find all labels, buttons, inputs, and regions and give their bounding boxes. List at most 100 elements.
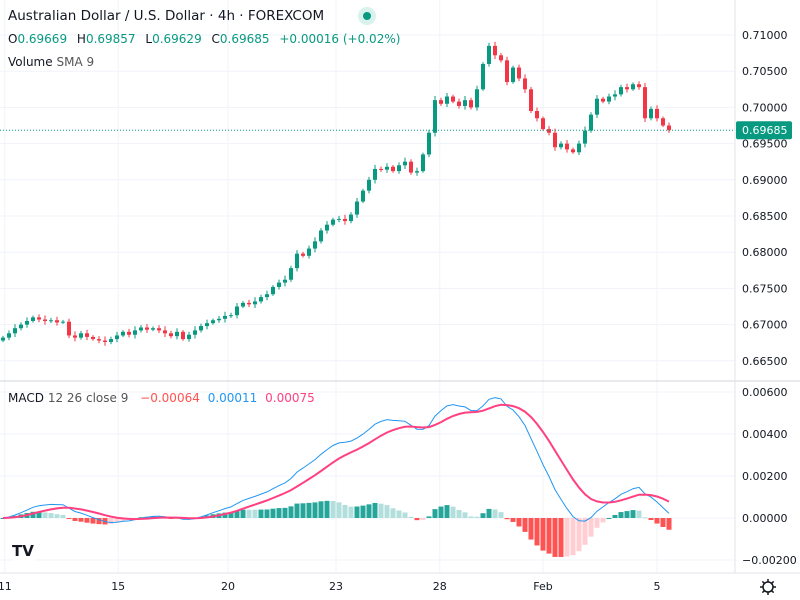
candle-body — [565, 143, 569, 150]
candle-body — [505, 60, 509, 83]
candle-body — [613, 94, 617, 97]
candle — [37, 314, 41, 323]
candle — [199, 323, 203, 333]
macd-signal-value: 0.00075 — [265, 391, 315, 405]
macd-histogram-bar — [66, 518, 72, 519]
macd-histogram-bar — [432, 509, 438, 518]
candle — [181, 330, 185, 341]
candle-body — [409, 161, 413, 173]
candle — [259, 294, 263, 304]
candle-body — [31, 317, 35, 321]
macd-histogram-bar — [648, 518, 654, 520]
candle-body — [205, 323, 209, 327]
macd-histogram-bar — [390, 508, 396, 518]
candle — [19, 322, 23, 331]
candle-body — [433, 100, 437, 133]
macd-histogram-bar — [222, 512, 228, 518]
macd-histogram-bar — [420, 518, 426, 520]
candle-body — [127, 331, 131, 335]
candle-body — [343, 218, 347, 222]
candle-body — [373, 168, 377, 180]
volume-sma-label: SMA 9 — [56, 55, 95, 69]
candle-body — [271, 286, 275, 295]
macd-histogram-bar — [42, 512, 48, 518]
change-value: +0.00016 (+0.02%) — [279, 32, 401, 46]
candle-body — [475, 89, 479, 108]
candle-body — [217, 318, 221, 321]
candle-body — [133, 330, 137, 335]
macd-histogram-bar — [522, 518, 528, 532]
macd-histogram-bar — [84, 518, 90, 523]
candle-body — [463, 100, 467, 106]
candle-body — [337, 218, 341, 220]
settings-gear-icon[interactable] — [760, 579, 776, 595]
candle-body — [55, 320, 59, 323]
macd-histogram-bar — [546, 518, 552, 554]
macd-histogram-bar — [78, 518, 84, 522]
macd-histogram-bar — [492, 509, 498, 518]
candle — [667, 122, 671, 133]
candle-body — [379, 168, 383, 170]
candle-body — [367, 179, 371, 191]
candle — [103, 336, 107, 346]
candle-body — [415, 171, 419, 173]
macd-histogram-bar — [342, 504, 348, 518]
candle-body — [313, 241, 317, 249]
candle — [187, 331, 191, 342]
candle-body — [481, 63, 485, 90]
time-tick-label: 28 — [433, 580, 447, 593]
candle-body — [235, 306, 239, 316]
macd-histogram-bar — [318, 501, 324, 518]
candle — [271, 285, 275, 296]
close-value: 0.69685 — [219, 32, 270, 46]
candle-body — [199, 326, 203, 331]
macd-histogram-bar — [72, 518, 78, 521]
price-tick-label: 0.71000 — [742, 29, 788, 42]
macd-histogram-bar — [300, 503, 306, 518]
candle — [517, 64, 521, 82]
macd-histogram-bar — [480, 513, 486, 518]
macd-histogram-bar — [270, 508, 276, 518]
candle-body — [649, 108, 653, 119]
candle-body — [283, 279, 287, 283]
macd-histogram-bar — [594, 518, 600, 528]
macd-histogram-bar — [588, 518, 594, 537]
candle — [157, 325, 161, 334]
candle — [1, 335, 5, 343]
candle — [79, 330, 83, 340]
price-tick-label: 0.67500 — [742, 282, 788, 295]
candle-body — [307, 248, 311, 256]
price-tick-label: 0.69000 — [742, 174, 788, 187]
macd-histogram-bar — [288, 506, 294, 518]
candle — [361, 188, 365, 204]
price-tick-label: 0.70000 — [742, 101, 788, 114]
candle-body — [643, 87, 647, 119]
candle — [55, 316, 59, 326]
candle-body — [253, 301, 257, 305]
candle — [247, 299, 251, 307]
candle-body — [361, 190, 365, 202]
macd-histogram-bar — [324, 500, 330, 518]
candle-body — [577, 143, 581, 153]
candle-body — [25, 320, 29, 325]
candle — [91, 335, 95, 341]
macd-label: MACD — [8, 391, 44, 405]
candle — [319, 228, 323, 244]
candle — [541, 116, 545, 131]
macd-histogram-bar — [114, 518, 120, 523]
candle — [643, 83, 647, 122]
candle-body — [91, 336, 95, 340]
candle — [439, 97, 443, 106]
candle — [283, 275, 287, 287]
candle-body — [187, 334, 191, 340]
candle — [253, 297, 257, 309]
macd-histogram-bar — [246, 509, 252, 518]
macd-legend[interactable]: MACD 12 26 close 9 −0.00064 0.00011 0.00… — [8, 391, 315, 405]
candle-body — [229, 315, 233, 317]
candle — [61, 319, 65, 325]
candle — [313, 237, 317, 253]
volume-legend[interactable]: Volume SMA 9 — [8, 55, 94, 69]
candle-body — [259, 297, 263, 302]
candle-body — [391, 166, 395, 172]
